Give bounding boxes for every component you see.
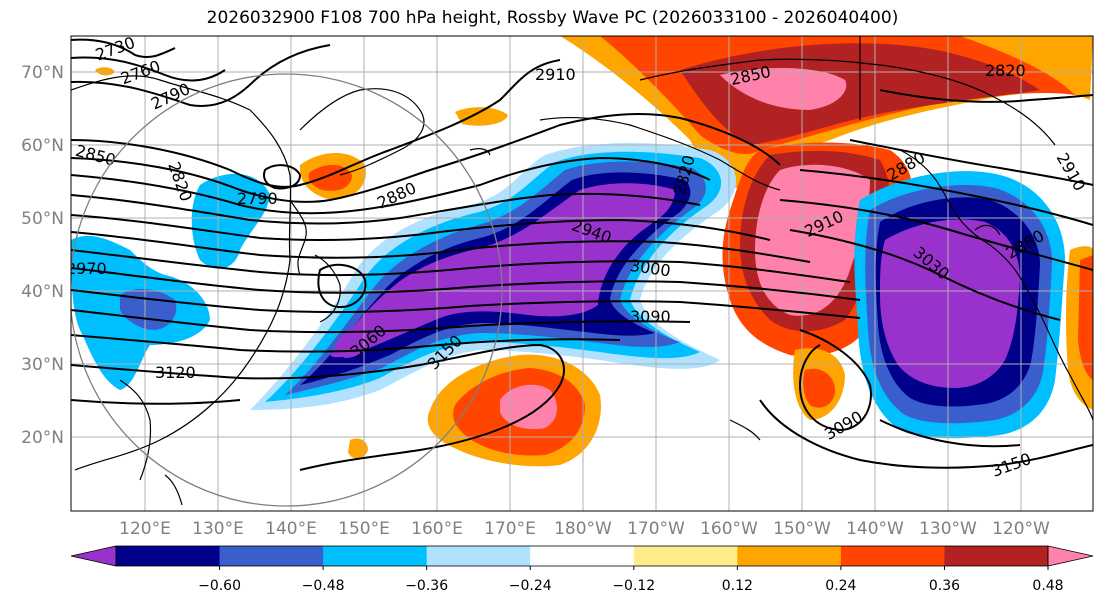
lat-label: 20°N	[21, 428, 64, 448]
lon-label: 150°E	[338, 519, 390, 539]
colorbar-cells	[70, 545, 1094, 567]
lat-label: 50°N	[21, 209, 64, 229]
lon-label: 130°E	[192, 519, 244, 539]
lon-label: 150°W	[773, 519, 831, 539]
lon-label: 160°E	[411, 519, 463, 539]
colorbar-cell	[323, 546, 428, 566]
colorbar-tick-label: −0.36	[405, 578, 448, 594]
lat-label: 60°N	[21, 136, 64, 156]
contour-label: 2970	[66, 259, 107, 278]
colorbar-tick-label: −0.12	[612, 578, 655, 594]
lat-label: 40°N	[21, 282, 64, 302]
latitude-labels: 70°N 60°N 50°N 40°N 30°N 20°N	[21, 63, 64, 448]
colorbar-tick-label: 0.24	[825, 578, 856, 594]
colorbar-cell	[530, 546, 635, 566]
colorbar-tick-label: −0.48	[302, 578, 345, 594]
lon-label: 140°W	[846, 519, 904, 539]
colorbar-tick-label: 0.36	[929, 578, 960, 594]
colorbar-cell	[737, 546, 842, 566]
colorbar-ticks: −0.60 −0.48 −0.36 −0.24 −0.12 0.12 0.24 0.36 0.4…	[198, 566, 1064, 594]
colorbar-tick-label: −0.24	[509, 578, 552, 594]
colorbar-cell	[633, 546, 738, 566]
lat-label: 70°N	[21, 63, 64, 83]
contour-label: 3090	[630, 307, 671, 326]
lat-label: 30°N	[21, 355, 64, 375]
lon-label: 170°W	[627, 519, 685, 539]
colorbar-cell	[426, 546, 531, 566]
colorbar-tick-label: 0.48	[1032, 578, 1063, 594]
contour-label: 2790	[237, 189, 278, 208]
colorbar-extend-high	[1047, 545, 1094, 567]
lon-label: 160°W	[700, 519, 758, 539]
colorbar-tick-label: 0.12	[722, 578, 753, 594]
map-frame	[70, 35, 1094, 512]
map-plot-area: 2730 2760 2790 2910 2850 2820 2850 2790 …	[66, 36, 1093, 511]
lon-label: 120°W	[992, 519, 1050, 539]
figure-title: 2026032900 F108 700 hPa height, Rossby W…	[206, 8, 899, 28]
contour-label: 2910	[535, 65, 576, 84]
lon-label: 180°W	[554, 519, 612, 539]
lon-label: 170°E	[484, 519, 536, 539]
contour-label: 2820	[985, 61, 1026, 80]
coastlines	[71, 36, 1093, 506]
colorbar-cell	[840, 546, 945, 566]
height-contours	[71, 38, 1093, 471]
contour-label: 3120	[155, 363, 196, 382]
colorbar-cell	[116, 546, 221, 566]
colorbar-tick-label: −0.60	[198, 578, 241, 594]
lon-label: 130°W	[919, 519, 977, 539]
colorbar: −0.60 −0.48 −0.36 −0.24 −0.12 0.12 0.24 0.36 0.4…	[70, 545, 1094, 594]
lon-label: 120°E	[119, 519, 171, 539]
colorbar-cell	[944, 546, 1049, 566]
reference-circle	[71, 73, 503, 507]
longitude-labels: 120°E 130°E 140°E 150°E 160°E 170°E 180°…	[119, 519, 1050, 539]
lon-label: 140°E	[265, 519, 317, 539]
colorbar-outline	[115, 545, 1049, 567]
colorbar-cell	[219, 546, 324, 566]
colorbar-extend-low	[70, 545, 117, 567]
